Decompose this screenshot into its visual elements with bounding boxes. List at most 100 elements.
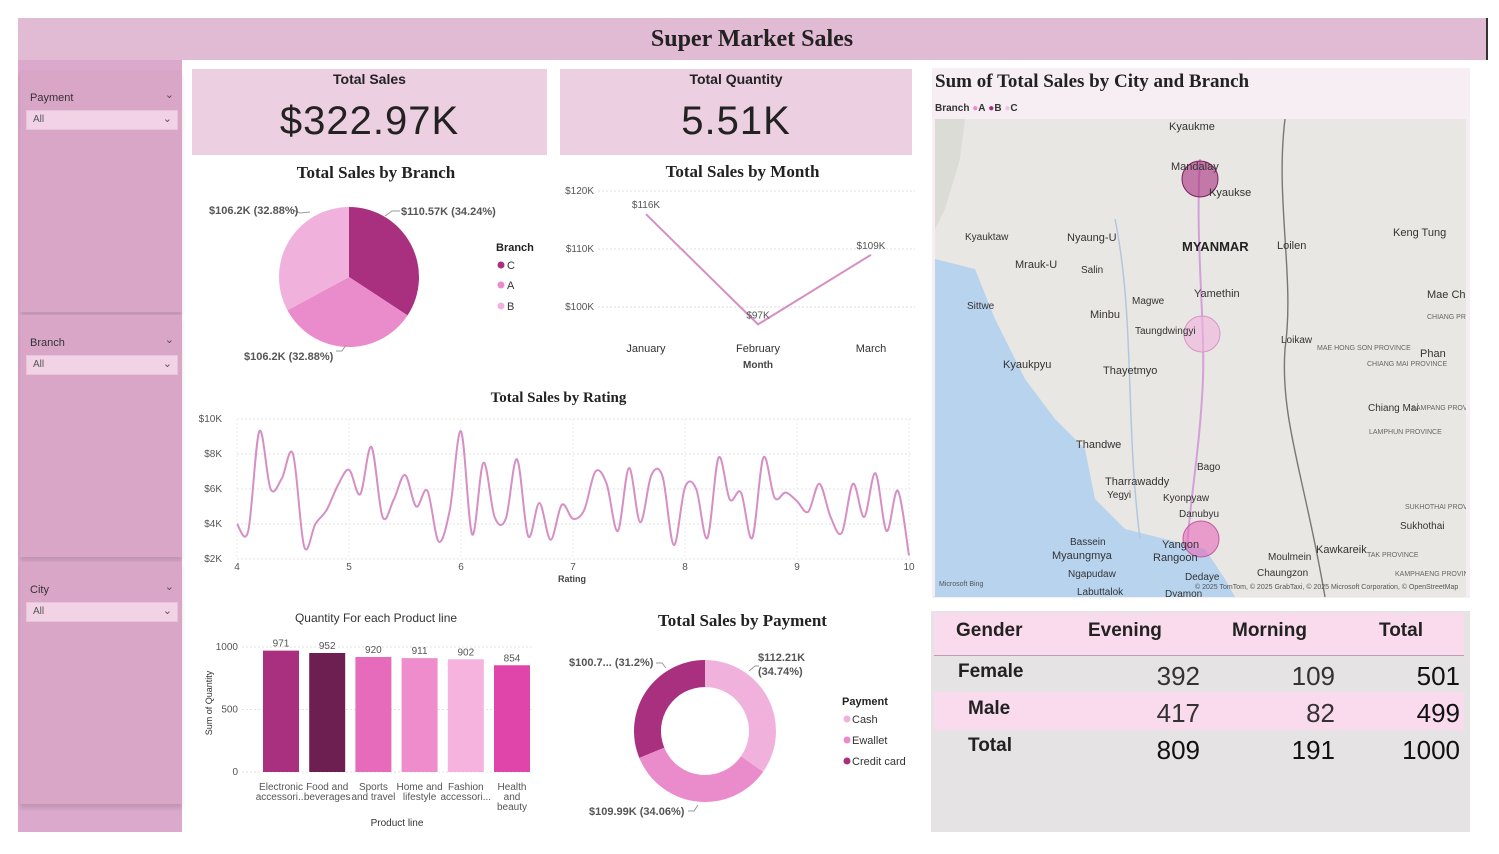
payment-donut-slices[interactable] — [634, 660, 776, 802]
legend-item-c[interactable]: C — [507, 260, 515, 272]
rating-y-tick: $2K — [204, 554, 222, 565]
chevron-down-icon[interactable]: ⌄ — [164, 581, 174, 593]
pie-slice-b[interactable] — [278, 207, 349, 311]
bubble-yangon[interactable] — [1182, 520, 1220, 558]
pie-label-leader — [384, 210, 400, 217]
bar[interactable] — [447, 659, 484, 772]
branch-pie-chart[interactable]: $106.2K (32.88%) $110.57K (34.24%) $106.… — [192, 185, 560, 370]
map-place: Yegyi — [1107, 490, 1132, 501]
map-legend-c[interactable]: C — [1010, 103, 1018, 114]
productline-bar-title: Quantity For each Product line — [294, 611, 458, 625]
donut-label-leader — [656, 662, 667, 669]
rating-line-chart[interactable]: $2K $4K $6K $8K $10K 4 5 6 7 8 9 10 Rating — [192, 410, 925, 590]
legend-item-cash[interactable]: Cash — [852, 714, 878, 726]
slicer-payment-label: Payment — [30, 92, 74, 104]
payment-donut-chart[interactable]: $112.21K (34.74%) $100.7... (31.2%) $109… — [560, 633, 925, 832]
rating-x-tick: 10 — [903, 562, 915, 573]
map-region-label: CHIANG PROVIN — [1427, 314, 1466, 321]
land-shape — [935, 119, 965, 229]
city-dropdown[interactable]: All ⌄ — [26, 602, 178, 622]
pie-slice-a[interactable] — [287, 277, 408, 347]
map-legend-a[interactable]: A — [978, 103, 986, 114]
pie-label-a: $106.2K (32.88%) — [244, 351, 334, 363]
bar-value-label: 971 — [273, 639, 290, 650]
bar-category-label: beauty — [497, 802, 527, 813]
chevron-down-icon[interactable]: ⌄ — [164, 89, 174, 101]
branch-dropdown[interactable]: All ⌄ — [26, 355, 178, 375]
legend-item-ewallet[interactable]: Ewallet — [852, 735, 887, 747]
bar-category-label: Food and — [306, 782, 348, 793]
map-legend: Branch ●A ●B ●C — [935, 103, 1018, 114]
bar-value-label: 920 — [365, 645, 382, 656]
bubble-mandalay[interactable] — [1181, 160, 1219, 198]
pie-label-leader — [292, 209, 311, 214]
map-country: MYANMAR — [1182, 239, 1249, 254]
legend-dot-a — [497, 281, 505, 289]
bar-category-label: Sports — [359, 782, 388, 793]
legend-item-a[interactable]: A — [507, 280, 515, 292]
matrix-row-label: Male — [968, 698, 1011, 719]
total-quantity-card[interactable]: Total Quantity 5.51K — [560, 69, 912, 155]
donut-label-cash-line2: (34.74%) — [758, 666, 803, 678]
map-legend-b[interactable]: B — [994, 103, 1002, 114]
bubble-taungdwingyi[interactable] — [1183, 315, 1221, 353]
matrix-cell: 191 — [1291, 735, 1335, 765]
bar[interactable] — [309, 653, 346, 772]
rating-axis-title: Rating — [558, 574, 586, 584]
map-place: Sukhothai — [1400, 521, 1445, 532]
chevron-down-icon[interactable]: ⌄ — [164, 334, 174, 346]
map-place: Mandalay — [1171, 161, 1219, 173]
bar-category-label: Health — [498, 782, 527, 793]
month-point-label: $97K — [746, 310, 770, 321]
donut-slice[interactable] — [639, 747, 764, 802]
bar-x-axis-title: Product line — [371, 818, 424, 829]
donut-label-cash: $112.21K (34.74%) — [758, 652, 808, 678]
map-place: Bago — [1197, 462, 1221, 473]
map-shapes — [935, 119, 1326, 597]
pie-slice-c[interactable] — [349, 207, 419, 316]
donut-label-leader — [748, 665, 759, 672]
donut-slice[interactable] — [634, 660, 705, 758]
matrix-header-evening[interactable]: Evening — [1088, 620, 1162, 641]
total-sales-card-title: Total Sales — [333, 71, 406, 87]
branch-pie-slices[interactable] — [278, 207, 419, 347]
map-place: Yamethin — [1194, 288, 1240, 300]
map-region-label: TAK PROVINCE — [1367, 552, 1419, 559]
rating-series-line[interactable] — [236, 430, 910, 556]
legend-dot-b — [497, 302, 505, 310]
bar[interactable] — [355, 657, 392, 772]
legend-dot-c — [497, 261, 505, 269]
matrix-cell: 809 — [1156, 735, 1200, 765]
map-attribution[interactable]: © 2025 TomTom, © 2025 GrabTaxi, © 2025 M… — [1195, 584, 1459, 591]
legend-item-b[interactable]: B — [507, 301, 514, 313]
bar[interactable] — [401, 658, 438, 772]
month-y-tick: $120K — [565, 186, 594, 197]
donut-label-leader — [688, 804, 699, 812]
map-place: Magwe — [1132, 296, 1165, 307]
rating-line-title: Total Sales by Rating — [490, 390, 627, 406]
map-place: Chaungzon — [1257, 568, 1309, 579]
month-line-chart[interactable]: $100K $110K $120K $116K $97K $109K January F… — [560, 183, 925, 375]
bar[interactable] — [494, 665, 530, 772]
bar-y-tick: 0 — [232, 767, 238, 778]
payment-dropdown[interactable]: All ⌄ — [26, 110, 178, 130]
month-y-tick: $100K — [565, 302, 594, 313]
map-canvas[interactable]: Kyaukme Mandalay Kyaukse Kyauktaw Nyaung… — [935, 119, 1466, 597]
legend-item-credit-card[interactable]: Credit card — [852, 756, 906, 768]
total-sales-card[interactable]: Total Sales $322.97K — [192, 69, 547, 155]
bar-y-tick: 1000 — [216, 642, 239, 653]
map-place: Dyamon — [1165, 589, 1203, 597]
donut-slice[interactable] — [705, 660, 776, 772]
bar[interactable] — [263, 650, 299, 772]
month-point-label: $116K — [632, 200, 661, 211]
matrix-header-morning[interactable]: Morning — [1232, 620, 1307, 641]
month-series-line[interactable] — [645, 213, 872, 326]
rating-x-tick: 9 — [794, 562, 800, 573]
matrix-header-total[interactable]: Total — [1379, 620, 1423, 641]
matrix-header-gender[interactable]: Gender — [956, 620, 1023, 641]
bar-y-axis-title: Sum of Quantity — [204, 670, 214, 735]
donut-label-cash-line1: $112.21K — [758, 652, 805, 664]
chevron-down-icon: ⌄ — [162, 113, 172, 125]
